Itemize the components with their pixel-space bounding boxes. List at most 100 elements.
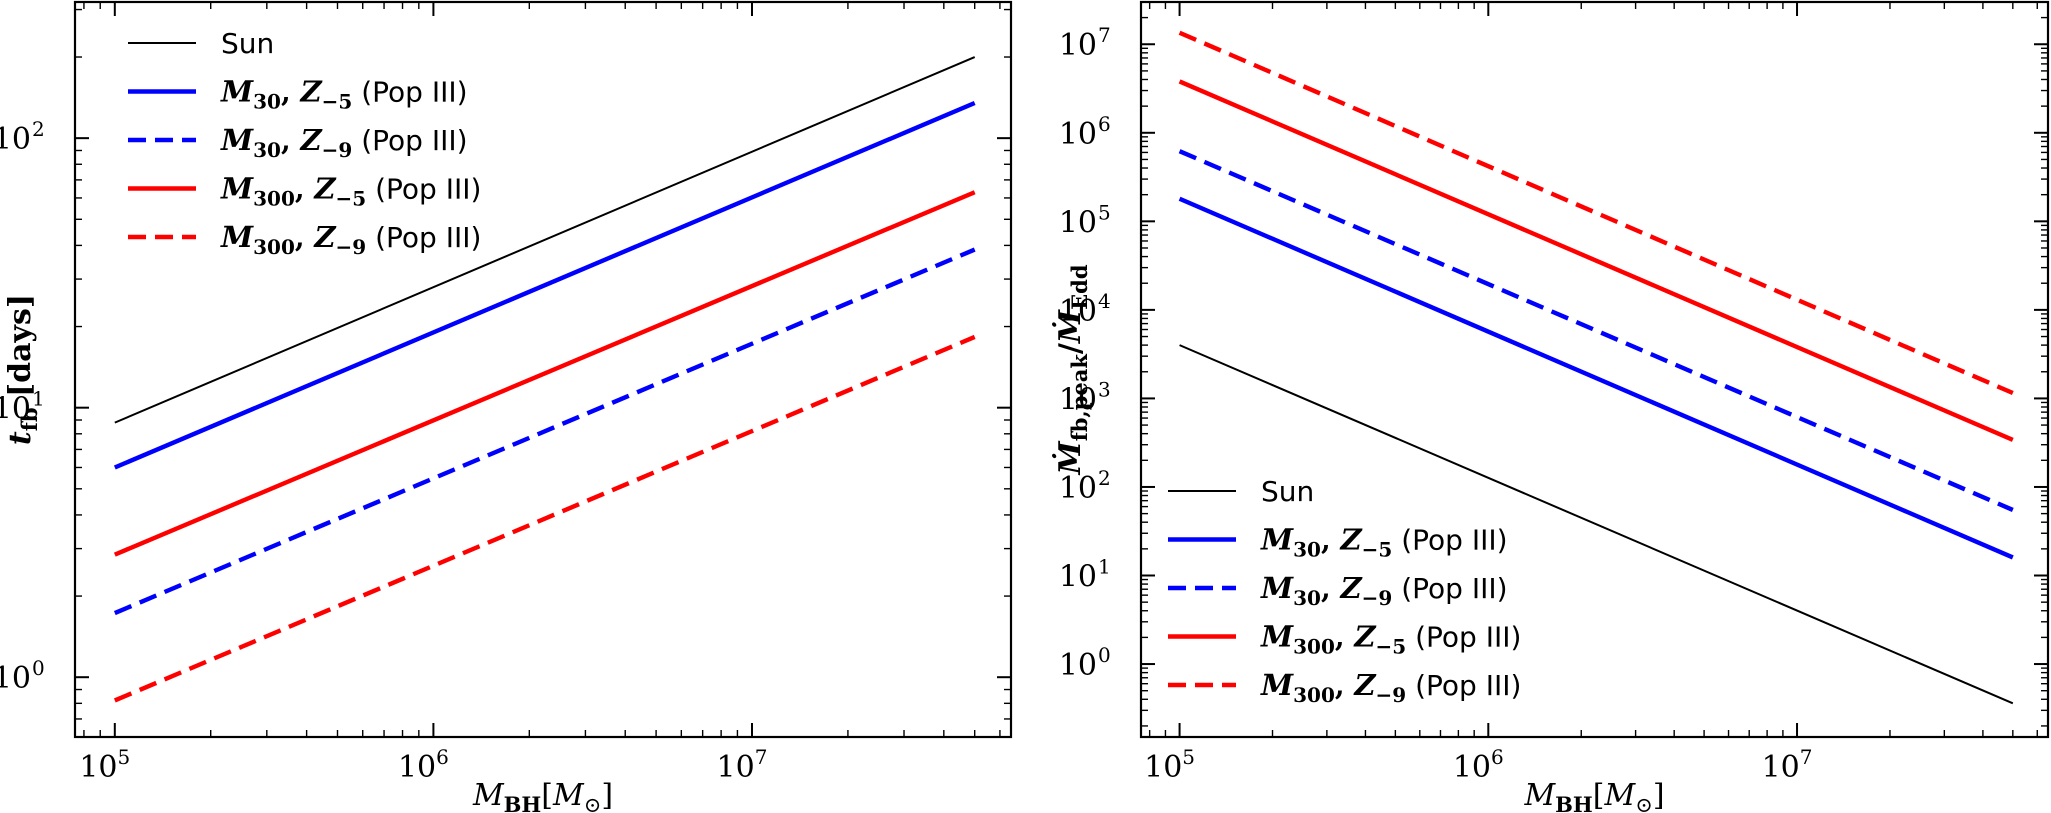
y-tick-base: 10	[1059, 205, 1097, 240]
legend-z: Z	[1339, 571, 1363, 605]
y-tick-exponent: 5	[1098, 200, 1111, 224]
y-label-unit: [days]	[3, 294, 38, 397]
series-line-3	[1178, 149, 2014, 512]
x-label-bracket: [	[1593, 778, 1605, 813]
legend-suffix: (Pop III)	[352, 76, 467, 109]
y-tick-exponent: 0	[32, 656, 45, 680]
series-line-4	[1178, 79, 2014, 442]
y-axis-label: Ṁfb,peak/ṀEdd	[1052, 264, 1092, 475]
legend-m: M	[220, 172, 254, 206]
plot-area	[113, 56, 976, 703]
legend-m-sub: 300	[1293, 635, 1335, 659]
legend-m: M	[1260, 523, 1294, 557]
y-tick-label: 10	[1059, 205, 1097, 240]
x-label-unit-sub: ⊙	[584, 793, 602, 813]
y-tick-label: 10	[1059, 471, 1097, 506]
legend-label-2: M30, Z−5 (Pop III)	[1260, 523, 1508, 562]
legend-m-sub: 300	[253, 235, 295, 259]
x-label-bracket: [	[541, 778, 553, 813]
y-label-main: Ṁ	[1052, 441, 1088, 476]
legend-m-sub: 300	[253, 187, 295, 211]
y-tick-base: 10	[1059, 117, 1097, 152]
y-tick-exponent: 6	[1098, 112, 1111, 136]
y-tick-exponent: 7	[1098, 23, 1111, 47]
legend-m: M	[1260, 571, 1294, 605]
y-tick-label: 10	[1059, 117, 1097, 152]
axes-frame	[73, 0, 1013, 739]
legend-suffix: (Pop III)	[352, 124, 467, 157]
legend-suffix: (Pop III)	[1406, 621, 1521, 654]
y-label-sub: fb,peak	[1067, 354, 1092, 442]
legend-z: Z	[313, 220, 337, 254]
legend-m: M	[220, 123, 254, 157]
y-tick-label: 10	[1059, 560, 1097, 595]
x-label-bracket-close: ]	[1653, 778, 1665, 813]
y-tick-label: 10	[0, 661, 31, 696]
legend-m: M	[1260, 620, 1294, 654]
series-line-4	[113, 190, 976, 557]
y-label-main2: Ṁ	[1052, 309, 1088, 344]
y-label-space	[3, 397, 38, 407]
y-label-separator: /	[1053, 343, 1088, 354]
y-tick-base: 10	[1059, 560, 1097, 595]
legend-z-sub: −9	[336, 235, 367, 259]
y-tick-base: 10	[0, 392, 31, 427]
series-line-1	[114, 56, 976, 424]
y-tick-label: 10	[1059, 294, 1097, 329]
legend-suffix: (Pop III)	[1406, 669, 1521, 702]
x-tick-label: 106	[1453, 745, 1504, 785]
x-label-bracket-close: ]	[601, 778, 613, 813]
y-tick-base: 10	[1059, 382, 1097, 417]
legend-comma: ,	[1335, 621, 1355, 654]
legend-suffix: (Pop III)	[366, 221, 481, 254]
legend-comma: ,	[295, 221, 315, 254]
y-tick-exponent: 2	[32, 117, 45, 141]
legend-label-4: M300, Z−5 (Pop III)	[220, 172, 481, 211]
x-label-unit-sub: ⊙	[1635, 793, 1653, 813]
legend-m-sub: 300	[1293, 683, 1335, 707]
x-label-unit: M	[552, 778, 585, 813]
y-tick-base: 10	[0, 122, 31, 157]
legend-label-5: M300, Z−9 (Pop III)	[220, 220, 481, 259]
legend-label-3: M30, Z−9 (Pop III)	[220, 123, 468, 162]
x-tick-exponent: 6	[1491, 745, 1504, 769]
y-tick-label: 10	[0, 392, 31, 427]
y-tick-label: 10	[0, 122, 31, 157]
legend-comma: ,	[1321, 524, 1341, 557]
x-label-sub: BH	[1555, 792, 1593, 813]
x-tick-exponent: 6	[436, 745, 449, 769]
x-tick-label: 106	[398, 745, 449, 785]
x-label-sub: BH	[504, 792, 542, 813]
legend-comma: ,	[1335, 669, 1355, 702]
x-tick-label: 107	[1762, 745, 1813, 785]
x-label-unit: M	[1603, 778, 1636, 813]
y-axis-label: tfb [days]	[3, 294, 42, 445]
x-tick-exponent: 7	[755, 745, 768, 769]
x-tick-base: 10	[79, 750, 117, 785]
y-tick-exponent: 2	[1098, 466, 1111, 490]
legend-z: Z	[299, 75, 323, 109]
y-tick-exponent: 3	[1098, 377, 1111, 401]
y-tick-label: 10	[1059, 382, 1097, 417]
legend-z-sub: −5	[1376, 635, 1407, 659]
y-tick-exponent: 1	[32, 387, 45, 411]
y-label-sub2: Edd	[1067, 264, 1092, 310]
x-axis-label: MBH[M⊙]	[472, 778, 613, 813]
legend-suffix: (Pop III)	[366, 173, 481, 206]
legend-z-sub: −5	[1362, 538, 1393, 562]
legend-comma: ,	[281, 124, 301, 157]
legend-comma: ,	[295, 173, 315, 206]
legend-label-1: Sun	[221, 27, 274, 60]
series-line-3	[113, 247, 976, 616]
x-tick-base: 10	[717, 750, 755, 785]
y-tick-base: 10	[1059, 294, 1097, 329]
legend-comma: ,	[1321, 572, 1341, 605]
legend-label-text: Sun	[1261, 475, 1314, 508]
legend-z-sub: −9	[322, 138, 353, 162]
axes-frame	[1139, 0, 2050, 739]
plot-area	[1178, 30, 2014, 705]
legend-suffix: (Pop III)	[1392, 572, 1507, 605]
